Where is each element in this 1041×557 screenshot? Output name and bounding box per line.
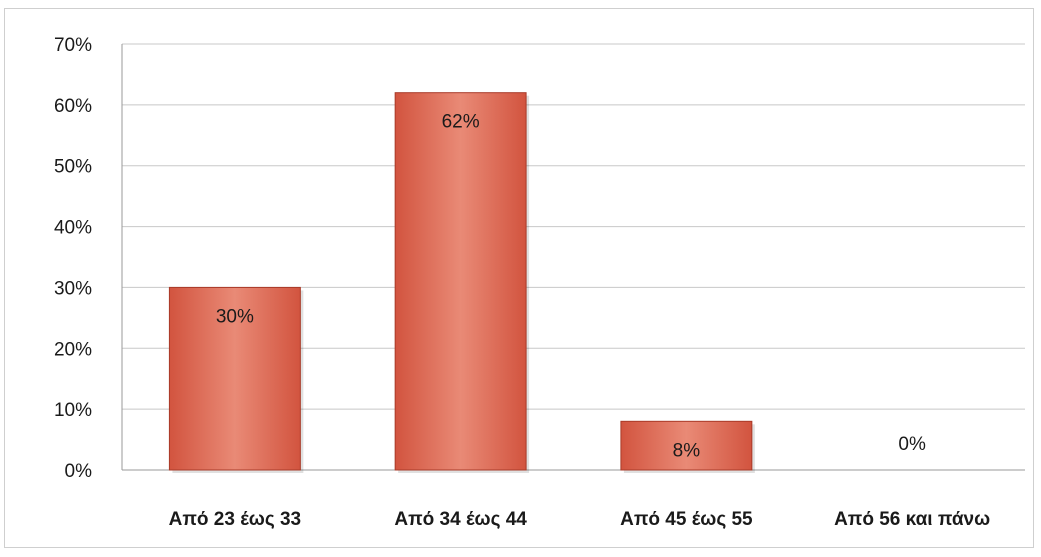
y-tick-label: 70% — [54, 35, 92, 56]
y-tick-label: 0% — [65, 461, 93, 482]
x-category-label: Από 45 έως 55 — [620, 509, 753, 530]
y-tick-label: 50% — [54, 157, 92, 178]
y-tick-label: 60% — [54, 96, 92, 117]
x-category-label: Από 56 και πάνω — [834, 509, 990, 530]
y-tick-label: 20% — [54, 339, 92, 360]
bar — [394, 92, 527, 471]
bars — [168, 92, 755, 473]
data-label: 0% — [898, 434, 926, 455]
data-label: 62% — [442, 112, 480, 133]
x-category-label: Από 23 έως 33 — [169, 509, 301, 530]
bar — [620, 420, 753, 471]
labels: 0% 10% 20% 30% 40% 50% 60% 70% 30% Από 23 έως 33 6… — [54, 35, 990, 530]
data-label: 30% — [216, 306, 254, 327]
x-category-label: Από 34 έως 44 — [394, 509, 527, 530]
data-label: 8% — [673, 440, 701, 461]
bar — [168, 286, 301, 471]
y-tick-label: 10% — [54, 400, 92, 421]
y-tick-label: 40% — [54, 218, 92, 239]
y-tick-label: 30% — [54, 278, 92, 299]
